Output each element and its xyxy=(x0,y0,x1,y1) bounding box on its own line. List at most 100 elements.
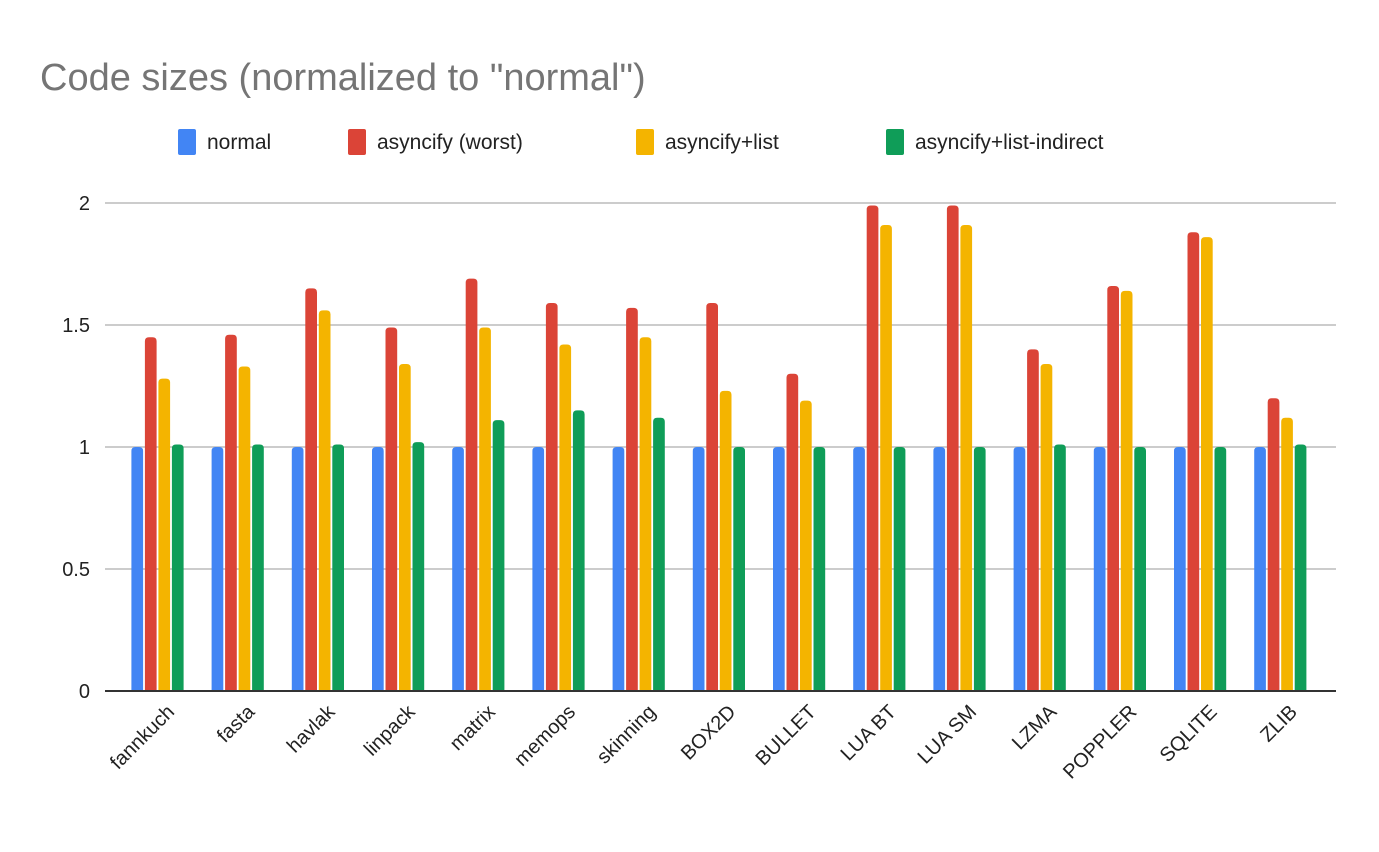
bar xyxy=(385,327,398,691)
bar xyxy=(1120,290,1133,691)
bar xyxy=(372,447,384,691)
y-tick-label: 1.5 xyxy=(62,315,90,337)
bar xyxy=(291,447,304,691)
bar-group xyxy=(773,373,826,691)
bar xyxy=(1027,349,1039,691)
legend-swatch xyxy=(178,129,196,155)
x-tick-label: LZMA xyxy=(1008,701,1062,755)
bar xyxy=(1254,447,1266,691)
bar-group xyxy=(1174,232,1227,691)
bar-group xyxy=(291,288,344,691)
legend-item: normal xyxy=(178,129,271,155)
bars xyxy=(131,205,1307,691)
bar-group xyxy=(1013,349,1066,691)
legend-label: asyncify+list xyxy=(665,131,779,154)
bar-group xyxy=(1093,285,1146,691)
bar xyxy=(1214,447,1227,691)
bar xyxy=(639,337,652,691)
bar xyxy=(946,205,959,691)
bar xyxy=(532,447,545,691)
bar xyxy=(960,224,973,691)
bar xyxy=(773,447,785,691)
y-tick-label: 1 xyxy=(79,437,90,459)
x-tick-label: fasta xyxy=(213,700,260,747)
bar xyxy=(399,364,411,691)
bar-group xyxy=(853,205,906,691)
legend-label: asyncify (worst) xyxy=(377,131,523,154)
bar xyxy=(1294,444,1307,691)
bar xyxy=(412,442,425,691)
x-tick-label: memops xyxy=(510,701,580,771)
chart-title: Code sizes (normalized to "normal") xyxy=(40,57,646,99)
x-tick-label: havlak xyxy=(283,700,340,757)
bar xyxy=(131,447,144,691)
x-tick-label: BOX2D xyxy=(677,701,741,765)
bar xyxy=(786,373,799,691)
bar-group xyxy=(372,327,425,691)
bar xyxy=(973,447,986,691)
y-axis-ticks: 0 0.5 1 1.5 2 xyxy=(62,193,90,703)
x-tick-label: matrix xyxy=(446,701,500,755)
bar-group xyxy=(612,307,665,691)
bar xyxy=(252,444,264,691)
legend-label: normal xyxy=(207,131,271,154)
x-tick-label: POPPLER xyxy=(1059,701,1141,783)
bar-group xyxy=(452,278,505,691)
x-tick-label: ZLIB xyxy=(1256,701,1301,746)
bar xyxy=(559,344,572,691)
x-tick-label: BULLET xyxy=(752,701,821,770)
bar xyxy=(144,337,157,691)
bar xyxy=(1187,232,1200,691)
bar xyxy=(1013,447,1026,691)
bar xyxy=(733,447,745,691)
bar xyxy=(238,366,251,691)
y-tick-label: 2 xyxy=(79,193,90,215)
bar xyxy=(1054,444,1066,691)
legend-swatch xyxy=(636,129,654,155)
bar xyxy=(893,447,906,691)
bar xyxy=(332,444,344,691)
bar xyxy=(1174,447,1186,691)
bar xyxy=(1040,364,1053,691)
bar xyxy=(572,410,585,691)
x-tick-label: skinning xyxy=(593,701,660,768)
bar xyxy=(479,327,491,691)
bar xyxy=(933,447,946,691)
x-tick-label: linpack xyxy=(360,700,420,760)
bar xyxy=(225,334,237,691)
bar-group xyxy=(1254,398,1307,691)
legend-label: asyncify+list-indirect xyxy=(915,131,1104,154)
bar xyxy=(706,303,718,691)
bar xyxy=(452,447,464,691)
bar xyxy=(813,447,826,691)
bar xyxy=(158,378,171,691)
bar xyxy=(653,417,665,691)
bar xyxy=(866,205,879,691)
bar-group xyxy=(211,334,264,691)
bar-group xyxy=(933,205,986,691)
bar-group xyxy=(532,303,585,691)
bar xyxy=(612,447,625,691)
bar xyxy=(880,224,892,691)
bar xyxy=(853,447,865,691)
bar-group xyxy=(131,337,184,691)
bar xyxy=(1201,237,1213,691)
x-tick-label: LUA BT xyxy=(837,701,901,765)
legend-item: asyncify (worst) xyxy=(348,129,523,155)
x-axis-labels: fannkuch fasta havlak linpack matrix memops sk… xyxy=(106,700,1302,783)
bar xyxy=(171,444,184,691)
legend-item: asyncify+list-indirect xyxy=(886,129,1104,155)
bar xyxy=(626,307,638,691)
bar xyxy=(318,310,331,691)
bar xyxy=(211,447,224,691)
bar xyxy=(719,390,732,691)
bar xyxy=(1281,417,1293,691)
x-tick-label: fannkuch xyxy=(106,701,179,774)
bar xyxy=(1107,285,1119,691)
legend-swatch xyxy=(886,129,904,155)
bar xyxy=(1093,447,1106,691)
legend-item: asyncify+list xyxy=(636,129,779,155)
bar xyxy=(1267,398,1280,691)
bar xyxy=(800,400,812,691)
